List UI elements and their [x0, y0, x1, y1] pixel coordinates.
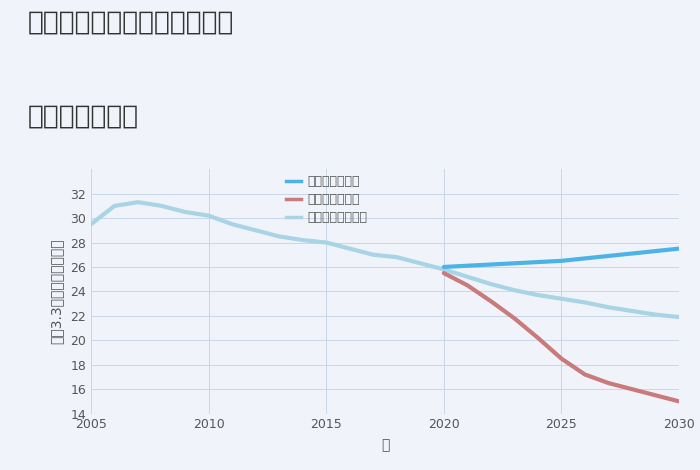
ノーマルシナリオ	[275, 234, 284, 239]
グッドシナリオ	[463, 263, 472, 268]
Y-axis label: 平（3.3㎡）単価（万円）: 平（3.3㎡）単価（万円）	[49, 239, 63, 344]
ノーマルシナリオ	[675, 314, 683, 320]
バッドシナリオ	[675, 399, 683, 404]
ノーマルシナリオ	[228, 221, 237, 227]
ノーマルシナリオ	[533, 292, 542, 298]
グッドシナリオ	[628, 251, 636, 256]
ノーマルシナリオ	[557, 296, 566, 302]
バッドシナリオ	[533, 335, 542, 341]
グッドシナリオ	[675, 246, 683, 251]
ノーマルシナリオ	[134, 199, 142, 205]
バッドシナリオ	[510, 315, 519, 321]
Line: ノーマルシナリオ: ノーマルシナリオ	[91, 202, 679, 317]
Line: バッドシナリオ: バッドシナリオ	[444, 273, 679, 401]
バッドシナリオ	[440, 270, 448, 276]
グッドシナリオ	[581, 256, 589, 261]
Legend: グッドシナリオ, バッドシナリオ, ノーマルシナリオ: グッドシナリオ, バッドシナリオ, ノーマルシナリオ	[286, 175, 367, 225]
ノーマルシナリオ	[581, 299, 589, 305]
バッドシナリオ	[486, 298, 495, 304]
Line: グッドシナリオ: グッドシナリオ	[444, 249, 679, 267]
グッドシナリオ	[486, 262, 495, 267]
バッドシナリオ	[628, 386, 636, 392]
ノーマルシナリオ	[486, 281, 495, 287]
X-axis label: 年: 年	[381, 439, 389, 453]
ノーマルシナリオ	[416, 260, 424, 266]
Text: 兵庫県姫路市木場十八反町の: 兵庫県姫路市木場十八反町の	[28, 9, 235, 35]
ノーマルシナリオ	[87, 221, 95, 227]
グッドシナリオ	[533, 259, 542, 265]
ノーマルシナリオ	[111, 203, 119, 209]
ノーマルシナリオ	[181, 209, 189, 215]
ノーマルシナリオ	[158, 203, 166, 209]
バッドシナリオ	[463, 282, 472, 288]
ノーマルシナリオ	[628, 308, 636, 314]
バッドシナリオ	[557, 356, 566, 361]
グッドシナリオ	[604, 253, 612, 259]
グッドシナリオ	[510, 260, 519, 266]
バッドシナリオ	[651, 392, 659, 398]
バッドシナリオ	[604, 380, 612, 386]
ノーマルシナリオ	[251, 227, 260, 233]
ノーマルシナリオ	[346, 246, 354, 251]
ノーマルシナリオ	[440, 266, 448, 272]
ノーマルシナリオ	[510, 287, 519, 293]
ノーマルシナリオ	[604, 305, 612, 310]
グッドシナリオ	[651, 248, 659, 254]
Text: 土地の価格推移: 土地の価格推移	[28, 103, 139, 129]
ノーマルシナリオ	[463, 274, 472, 280]
ノーマルシナリオ	[298, 237, 307, 243]
グッドシナリオ	[440, 264, 448, 270]
ノーマルシナリオ	[393, 254, 401, 260]
バッドシナリオ	[581, 372, 589, 377]
ノーマルシナリオ	[204, 213, 213, 219]
グッドシナリオ	[557, 258, 566, 264]
ノーマルシナリオ	[651, 312, 659, 317]
ノーマルシナリオ	[322, 240, 330, 245]
ノーマルシナリオ	[369, 252, 377, 258]
